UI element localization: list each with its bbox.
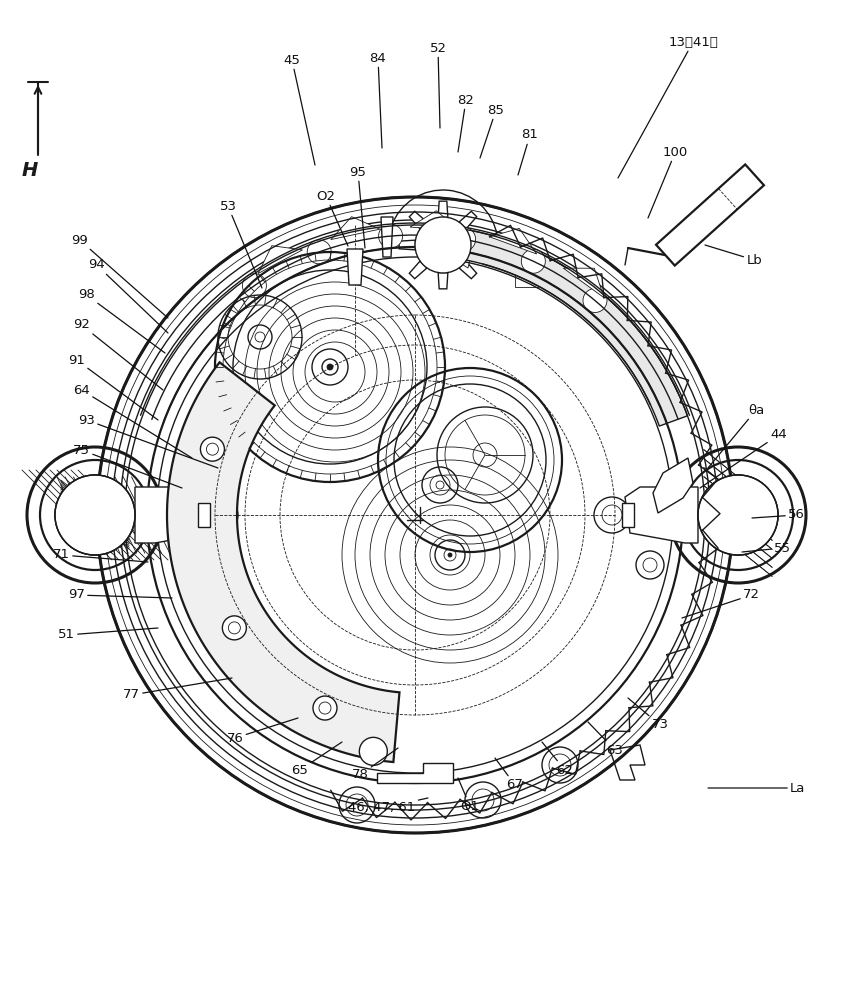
Text: 76: 76: [226, 718, 298, 744]
Polygon shape: [399, 240, 415, 250]
Polygon shape: [470, 240, 487, 250]
Text: 44: 44: [700, 428, 787, 488]
Circle shape: [200, 437, 224, 461]
Text: 64: 64: [73, 383, 192, 458]
Text: θa: θa: [708, 403, 765, 468]
Polygon shape: [438, 273, 448, 289]
Text: 78: 78: [352, 748, 398, 782]
Polygon shape: [377, 763, 453, 783]
Circle shape: [448, 553, 452, 557]
Text: 65: 65: [292, 742, 342, 776]
Circle shape: [698, 475, 778, 555]
Text: 77: 77: [123, 678, 232, 702]
Circle shape: [313, 696, 337, 720]
Polygon shape: [515, 247, 538, 287]
Polygon shape: [489, 228, 537, 254]
Text: 73: 73: [628, 698, 668, 732]
Text: 67: 67: [495, 758, 524, 792]
Text: 55: 55: [742, 542, 791, 554]
Text: O1: O1: [458, 778, 480, 812]
Circle shape: [307, 240, 331, 264]
Text: 52: 52: [429, 41, 446, 128]
Text: O2: O2: [316, 190, 348, 246]
Circle shape: [583, 289, 607, 313]
Text: La: La: [708, 782, 805, 794]
Text: 45: 45: [284, 53, 315, 165]
Polygon shape: [167, 362, 400, 762]
Polygon shape: [409, 211, 427, 229]
Text: Lb: Lb: [705, 245, 762, 266]
Text: 46, 47, 61: 46, 47, 61: [348, 798, 428, 814]
Polygon shape: [610, 745, 645, 780]
Circle shape: [55, 475, 135, 555]
Text: 62: 62: [542, 742, 574, 776]
Text: 98: 98: [78, 288, 165, 353]
Circle shape: [636, 551, 664, 579]
Text: 94: 94: [89, 258, 168, 333]
Polygon shape: [563, 268, 604, 298]
Text: 85: 85: [480, 104, 505, 158]
Polygon shape: [625, 487, 698, 543]
Text: 13（41）: 13（41）: [618, 35, 718, 178]
Circle shape: [452, 227, 476, 251]
Circle shape: [415, 217, 471, 273]
Circle shape: [223, 616, 246, 640]
Text: 97: 97: [68, 588, 172, 601]
Polygon shape: [438, 201, 448, 217]
Text: 93: 93: [78, 414, 218, 468]
Polygon shape: [409, 261, 427, 279]
Text: 92: 92: [73, 318, 163, 390]
Polygon shape: [410, 211, 460, 231]
Text: 71: 71: [53, 548, 148, 562]
Text: 72: 72: [682, 588, 760, 618]
Circle shape: [378, 224, 402, 248]
Polygon shape: [198, 503, 210, 527]
Text: 56: 56: [752, 508, 805, 522]
Polygon shape: [459, 211, 476, 229]
Polygon shape: [656, 164, 764, 266]
Polygon shape: [347, 249, 363, 285]
Text: 100: 100: [648, 145, 688, 218]
Text: 75: 75: [73, 444, 182, 488]
Polygon shape: [460, 229, 687, 426]
Text: 81: 81: [518, 128, 538, 175]
Text: 63: 63: [588, 722, 624, 756]
Text: 95: 95: [349, 165, 366, 248]
Text: 84: 84: [370, 51, 386, 148]
Circle shape: [327, 364, 333, 370]
Polygon shape: [331, 217, 380, 240]
Polygon shape: [457, 238, 473, 268]
Text: 99: 99: [71, 233, 168, 318]
Polygon shape: [622, 503, 634, 527]
Circle shape: [521, 249, 545, 273]
Text: 51: 51: [58, 628, 158, 642]
Polygon shape: [258, 246, 303, 273]
Circle shape: [243, 274, 267, 298]
Polygon shape: [381, 217, 393, 257]
Text: 82: 82: [458, 94, 475, 152]
Text: 91: 91: [68, 354, 158, 420]
Polygon shape: [459, 261, 476, 279]
Text: H: H: [22, 160, 39, 180]
Polygon shape: [653, 458, 693, 513]
Circle shape: [359, 737, 387, 765]
Polygon shape: [135, 487, 215, 543]
Text: 53: 53: [219, 200, 262, 288]
